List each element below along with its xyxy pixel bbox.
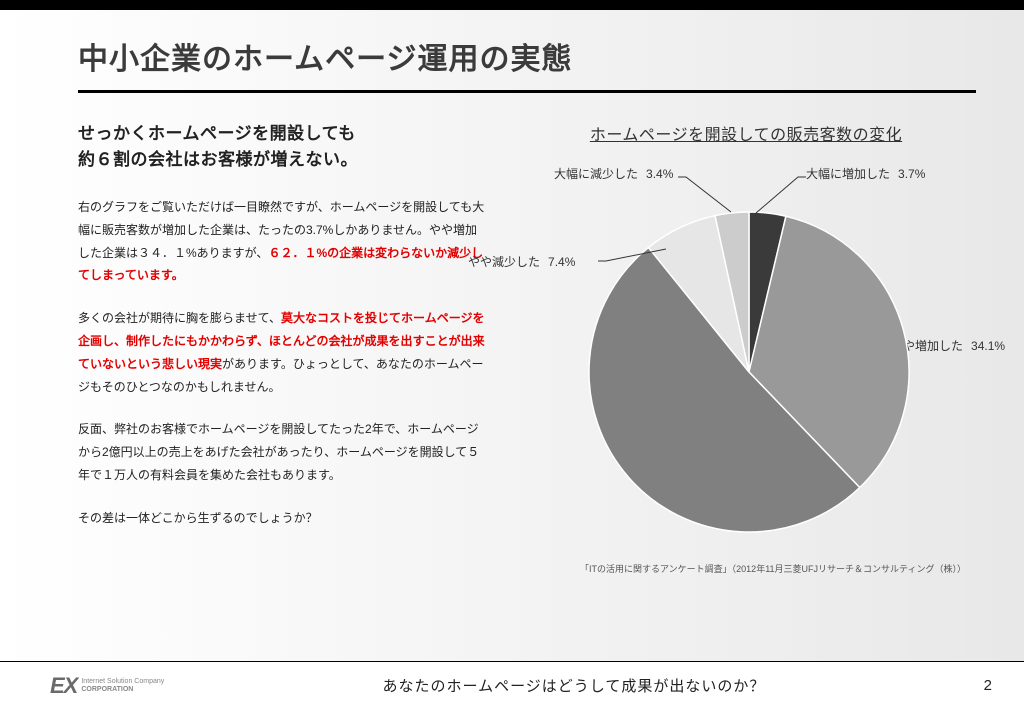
subheading: せっかくホームページを開設しても 約６割の会社はお客様が増えない。 (78, 121, 486, 172)
pct-some-decrease: 7.4% (548, 255, 575, 269)
label-big-increase-text: 大幅に増加した (806, 167, 890, 181)
text-column: せっかくホームページを開設しても 約６割の会社はお客様が増えない。 右のグラフを… (78, 121, 486, 575)
footer-bar: EX Internet Solution Company CORPORATION… (0, 661, 1024, 709)
subheading-line1: せっかくホームページを開設しても (78, 124, 356, 143)
chart-column: ホームページを開設しての販売客数の変化 大幅に増加した 3.7% 大幅に減少した 3… (516, 121, 976, 575)
subheading-line2: 約６割の会社はお客様が増えない。 (78, 150, 358, 169)
label-big-decrease: 大幅に減少した 3.4% (554, 165, 673, 182)
logo-text: Internet Solution Company CORPORATION (81, 678, 164, 693)
pct-big-decrease: 3.4% (646, 167, 673, 181)
logo-ex-icon: EX (50, 673, 77, 699)
paragraph-1: 右のグラフをご覧いただけば一目瞭然ですが、ホームページを開設しても大幅に販売客数… (78, 196, 486, 287)
page-number: 2 (984, 677, 992, 694)
footer-logo: EX Internet Solution Company CORPORATION (50, 673, 164, 699)
paragraph-2: 多くの会社が期待に胸を膨らませて、莫大なコストを投じてホームページを企画し、制作… (78, 307, 486, 398)
label-big-increase: 大幅に増加した 3.7% (806, 165, 925, 182)
logo-line1: Internet Solution Company (81, 678, 164, 685)
p2-black-a: 多くの会社が期待に胸を膨らませて、 (78, 311, 281, 325)
chart-title: ホームページを開設しての販売客数の変化 (516, 121, 976, 145)
footer-text: あなたのホームページはどうして成果が出ないのか？ (164, 675, 983, 696)
two-column-layout: せっかくホームページを開設しても 約６割の会社はお客様が増えない。 右のグラフを… (78, 121, 976, 575)
pct-some-increase: 34.1% (971, 339, 1005, 353)
page-title: 中小企業のホームページ運用の実態 (78, 34, 976, 93)
chart-source: 「ITの活用に関するアンケート調査」（2012年11月三菱UFJリサーチ＆コンサ… (580, 562, 966, 575)
slide-body: 中小企業のホームページ運用の実態 せっかくホームページを開設しても 約６割の会社… (0, 10, 1024, 661)
logo-line2: CORPORATION (81, 686, 164, 693)
top-black-bar (0, 0, 1024, 10)
pct-big-increase: 3.7% (898, 167, 925, 181)
label-some-decrease-text: やや減少した (468, 255, 540, 269)
pie-chart-area: 大幅に増加した3.7% 大幅に減少した3.4% やや増加した34.1% 変わらな… (516, 165, 976, 575)
paragraph-4: その差は一体どこから生ずるのでしょうか？ (78, 507, 486, 530)
paragraph-3: 反面、弊社のお客様でホームページを開設してたった2年で、ホームページから2億円以… (78, 418, 486, 486)
pie-chart (584, 207, 914, 537)
label-big-decrease-text: 大幅に減少した (554, 167, 638, 181)
label-some-decrease: やや減少した 7.4% (468, 253, 575, 270)
